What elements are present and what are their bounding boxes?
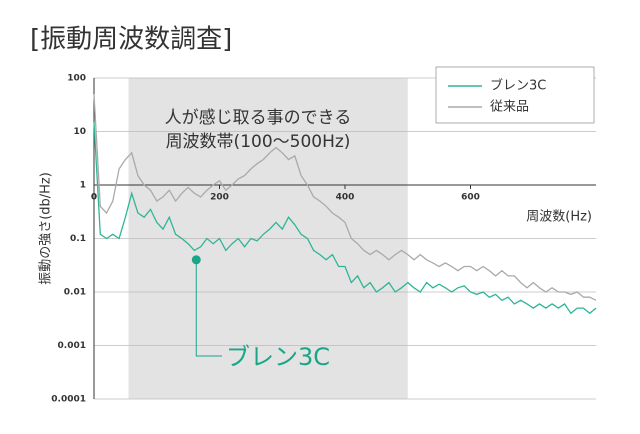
y-axis-label: 振動の強さ(db/Hz) — [39, 172, 54, 285]
callout-dot — [191, 255, 201, 265]
y-tick-label: 0.001 — [58, 341, 86, 351]
x-axis-label: 周波数(Hz) — [526, 210, 592, 225]
band-label: 人が感じ取る事のできる — [165, 108, 352, 128]
legend-label: 従来品 — [490, 100, 529, 115]
y-tick-label: 1 — [80, 181, 86, 191]
band-label: 周波数帯(100〜500Hz) — [166, 132, 351, 152]
series-line — [93, 94, 597, 301]
x-tick-label: 200 — [210, 193, 229, 203]
x-tick-label: 0 — [91, 193, 97, 203]
y-tick-label: 0.0001 — [51, 395, 86, 405]
y-tick-label: 10 — [73, 127, 86, 137]
legend-label: ブレン3C — [490, 78, 546, 94]
callout-line — [195, 259, 222, 357]
y-tick-label: 100 — [67, 74, 86, 84]
chart-title: [振動周波数調査] — [30, 25, 232, 55]
y-tick-label: 0.1 — [70, 234, 86, 244]
y-tick-label: 0.01 — [64, 288, 86, 298]
callout-label: ブレン3C — [226, 343, 330, 371]
legend-box — [435, 66, 595, 124]
x-tick-label: 600 — [461, 193, 480, 203]
series-line — [93, 122, 597, 315]
x-tick-label: 400 — [336, 193, 355, 203]
